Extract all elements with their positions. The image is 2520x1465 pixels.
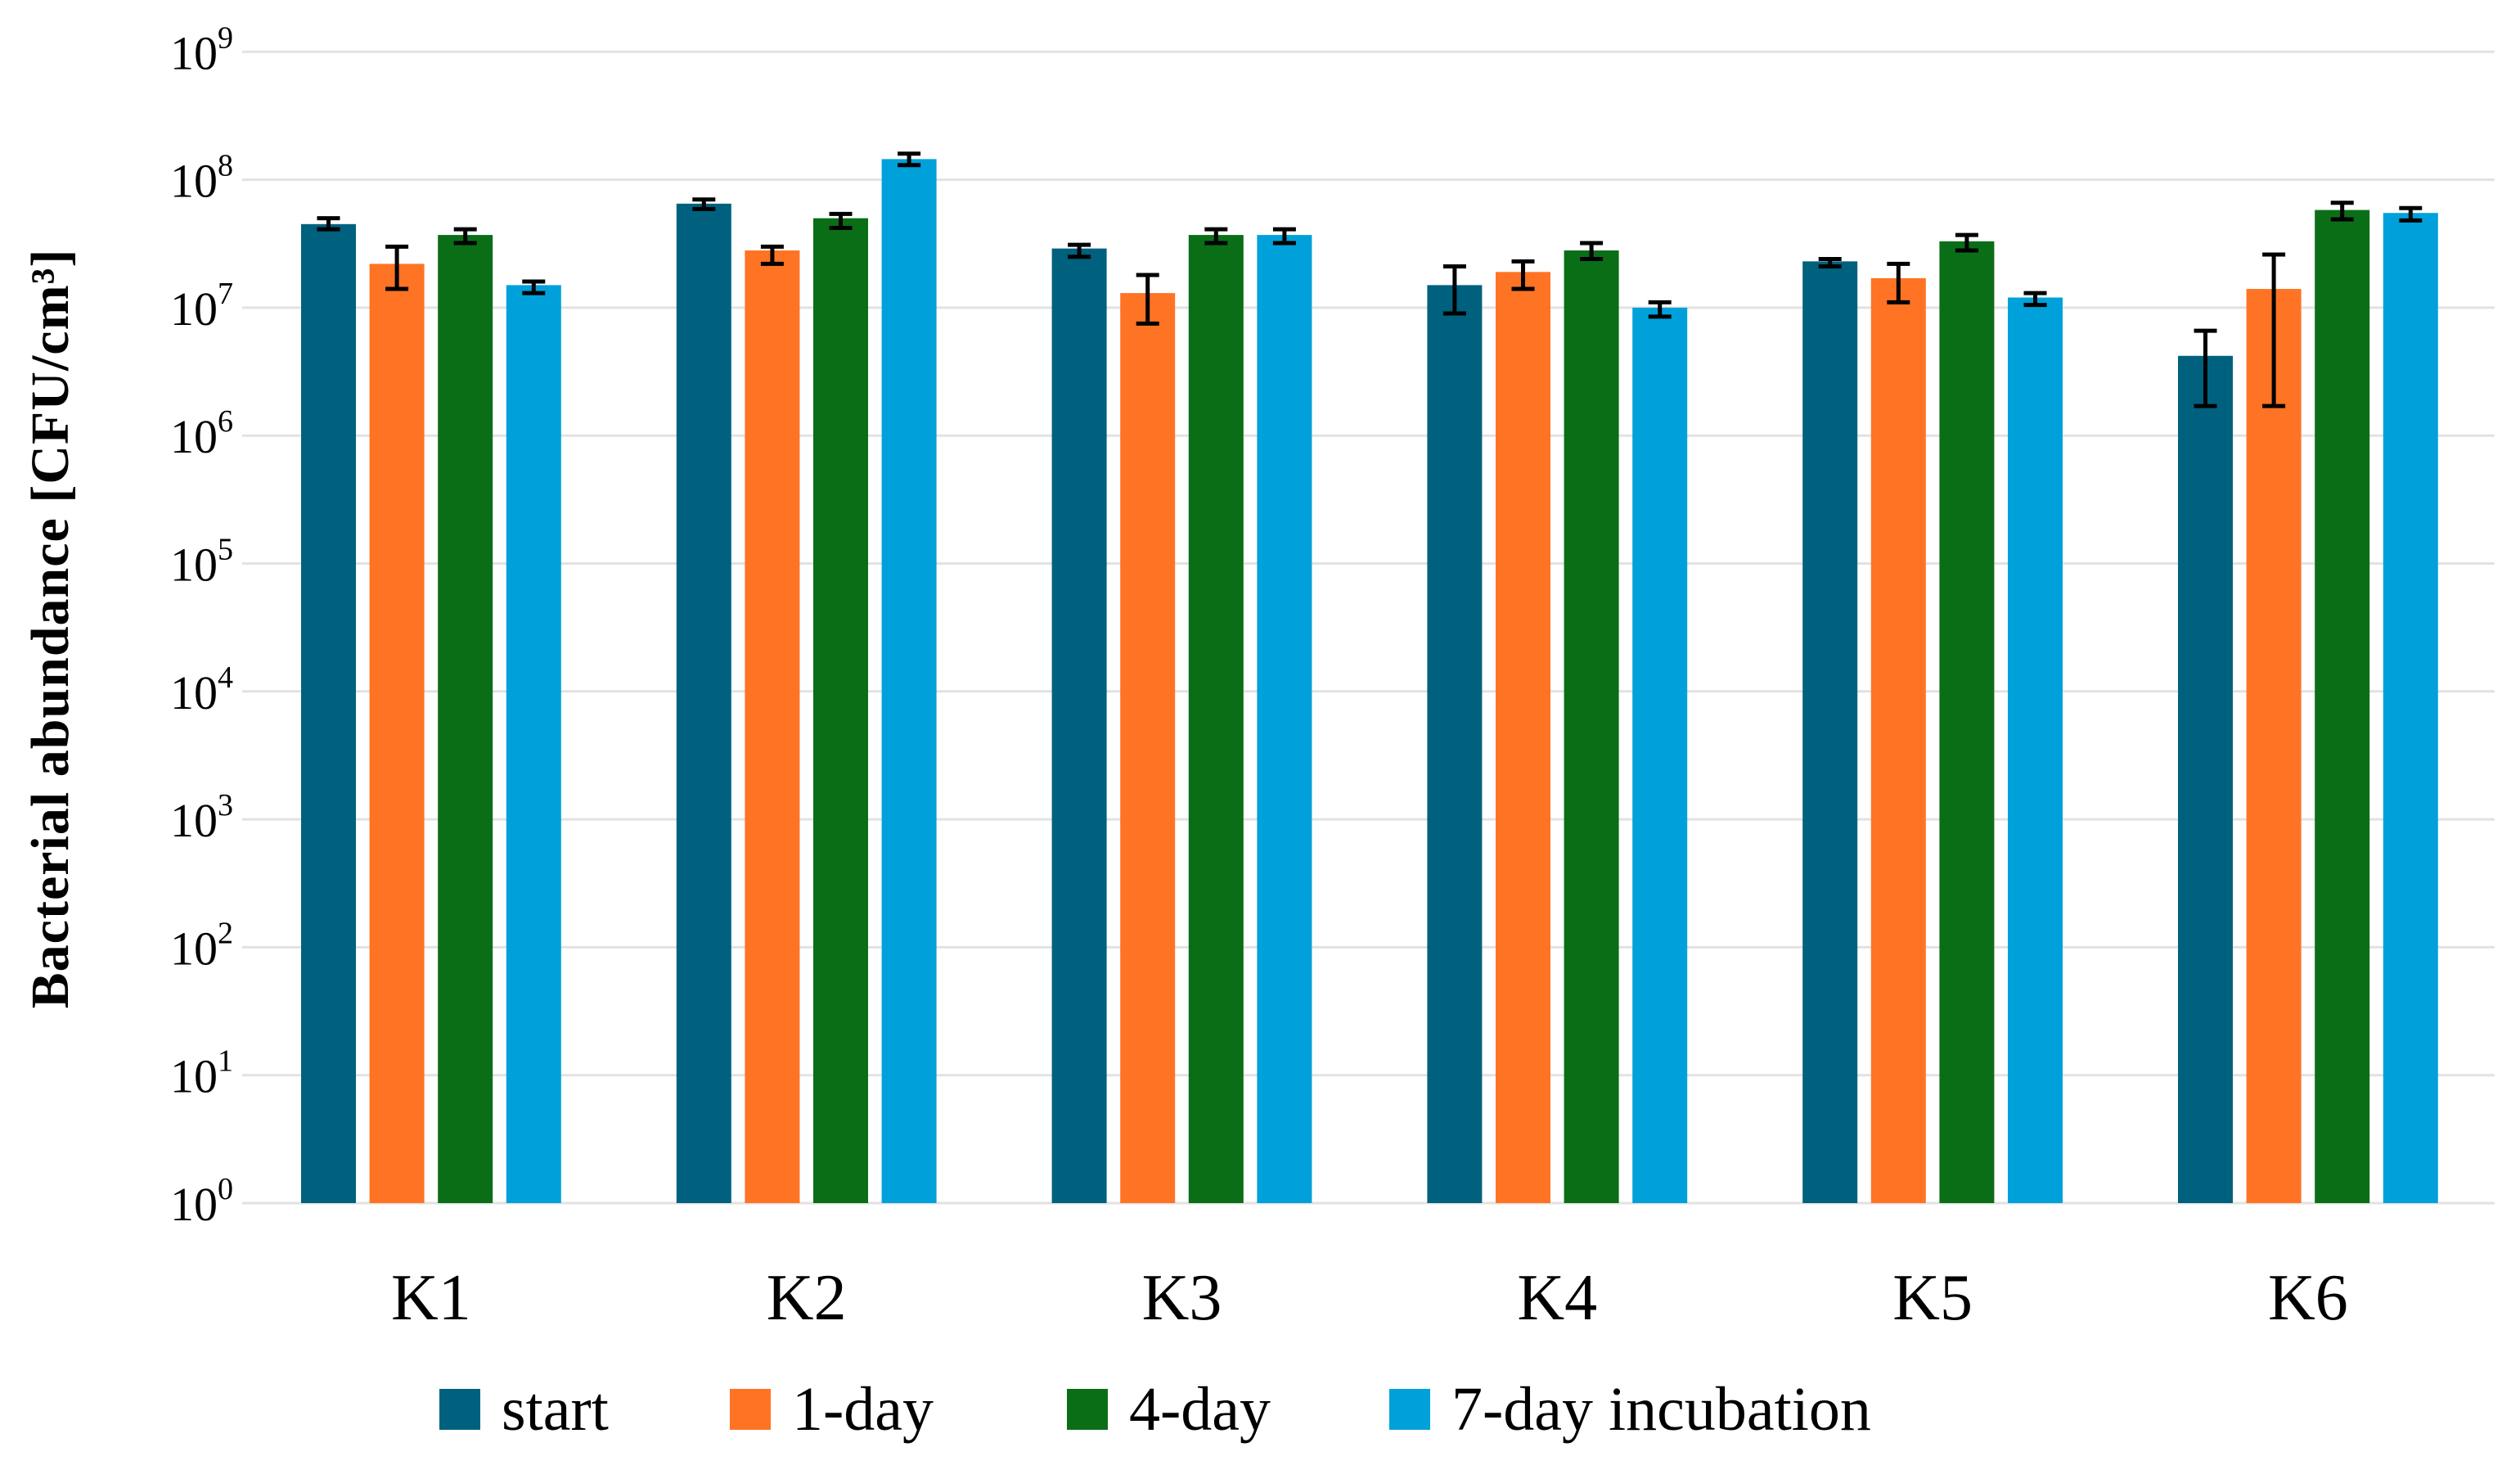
- error-bar: [760, 244, 784, 266]
- error-bar: [2023, 291, 2047, 308]
- bar-1-day-K5: [1870, 277, 1926, 1203]
- error-bar: [2399, 205, 2423, 223]
- y-tick-label: 108: [170, 149, 233, 208]
- error-bar: [829, 211, 853, 230]
- bar-7-day-incubation-K1: [506, 285, 561, 1203]
- bar-1-day-K2: [745, 250, 800, 1204]
- error-bar: [2330, 201, 2354, 222]
- error-bar: [453, 227, 477, 246]
- legend-swatch: [1067, 1389, 1108, 1430]
- y-tick-label: 109: [170, 20, 233, 79]
- bar-4-day-K6: [2315, 210, 2370, 1204]
- bar-start-K1: [301, 223, 356, 1204]
- error-bar: [1442, 264, 1466, 316]
- error-bar: [385, 244, 409, 291]
- error-bar: [1204, 227, 1228, 246]
- legend-swatch: [1389, 1389, 1430, 1430]
- y-tick-label: 106: [170, 404, 233, 463]
- bar-4-day-K5: [1939, 241, 1995, 1204]
- bar-4-day-K3: [1188, 235, 1244, 1203]
- legend-item-1-day: 1-day: [730, 1375, 934, 1444]
- bar-1-day-K3: [1120, 293, 1176, 1203]
- error-bar: [1511, 259, 1535, 291]
- legend-item-start: start: [439, 1375, 609, 1444]
- y-tick-label: 100: [170, 1172, 233, 1231]
- legend-swatch: [730, 1389, 771, 1430]
- legend-swatch: [439, 1389, 480, 1430]
- bar-7-day-incubation-K2: [881, 159, 937, 1203]
- x-category-label: K3: [1142, 1262, 1222, 1334]
- error-bar: [898, 151, 921, 168]
- x-category-label: K5: [1892, 1262, 1973, 1334]
- y-tick-label: 102: [170, 916, 233, 975]
- bar-4-day-K1: [438, 235, 493, 1203]
- bar-1-day-K1: [369, 264, 425, 1203]
- error-bar: [1818, 256, 1842, 269]
- error-bar: [2194, 328, 2217, 408]
- y-tick-label: 107: [170, 277, 233, 336]
- error-bar: [1955, 232, 1978, 253]
- bar-start-K5: [1802, 261, 1858, 1203]
- bar-7-day-incubation-K6: [2383, 213, 2438, 1204]
- legend-item-7-day-incubation: 7-day incubation: [1389, 1375, 1871, 1444]
- error-bar: [522, 279, 546, 295]
- error-bar: [1272, 227, 1296, 246]
- error-bar: [692, 197, 716, 211]
- x-category-label: K1: [391, 1262, 471, 1334]
- bar-7-day-incubation-K3: [1257, 235, 1312, 1203]
- bar-4-day-K4: [1564, 250, 1619, 1204]
- bar-start-K6: [2178, 355, 2233, 1203]
- bar-start-K3: [1051, 248, 1107, 1203]
- legend-label: 1-day: [792, 1375, 934, 1444]
- legend-label: start: [502, 1375, 609, 1444]
- y-tick-label: 103: [170, 788, 233, 847]
- y-tick-label: 101: [170, 1044, 233, 1103]
- bar-7-day-incubation-K4: [1632, 307, 1688, 1203]
- error-bar: [2262, 252, 2286, 408]
- error-bar: [317, 216, 340, 232]
- y-tick-label: 104: [170, 660, 233, 719]
- x-category-label: K6: [2268, 1262, 2348, 1334]
- bar-start-K4: [1427, 285, 1483, 1203]
- bar-start-K2: [676, 203, 731, 1203]
- error-bar: [1580, 241, 1604, 261]
- y-tick-label: 105: [170, 533, 233, 592]
- y-axis-label: Bacterial abundance [CFU/cm³]: [20, 248, 80, 1009]
- error-bar: [1648, 300, 1672, 319]
- bar-1-day-K6: [2246, 289, 2302, 1203]
- legend-item-4-day: 4-day: [1067, 1375, 1271, 1444]
- error-bar: [1887, 261, 1910, 304]
- bar-4-day-K2: [813, 218, 868, 1203]
- legend-label: 4-day: [1129, 1375, 1271, 1444]
- x-category-label: K2: [767, 1262, 847, 1334]
- bar-1-day-K4: [1496, 272, 1550, 1203]
- x-category-label: K4: [1517, 1262, 1597, 1334]
- error-bar: [1068, 242, 1091, 259]
- error-bar: [1136, 273, 1159, 326]
- legend-label: 7-day incubation: [1451, 1375, 1871, 1444]
- bar-7-day-incubation-K5: [2008, 297, 2063, 1204]
